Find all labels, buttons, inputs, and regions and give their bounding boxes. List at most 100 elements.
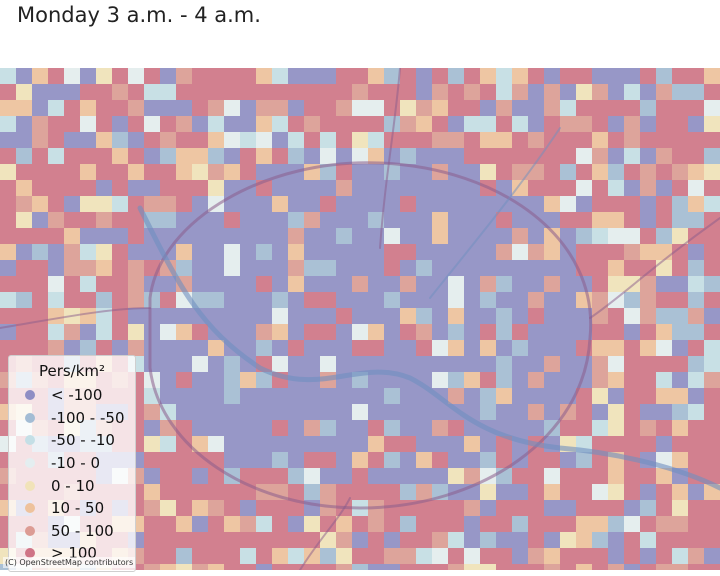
grid-cell [304, 324, 320, 340]
grid-cell [416, 468, 432, 484]
grid-cell [672, 244, 688, 260]
grid-cell [240, 164, 256, 180]
grid-cell [208, 228, 224, 244]
map-attribution[interactable]: (C) OpenStreetMap contributors [3, 557, 136, 568]
grid-cell [624, 420, 640, 436]
grid-cell [464, 84, 480, 100]
grid-cell [448, 500, 464, 516]
grid-cell [560, 452, 576, 468]
grid-cell [16, 196, 32, 212]
road-network [0, 68, 720, 570]
grid-cell [320, 292, 336, 308]
grid-cell [368, 100, 384, 116]
grid-cell [496, 276, 512, 292]
grid-cell [672, 148, 688, 164]
grid-cell [112, 340, 128, 356]
grid-cell [160, 212, 176, 228]
grid-cell [384, 228, 400, 244]
grid-cell [272, 308, 288, 324]
legend-swatch [25, 390, 35, 401]
map-view[interactable] [0, 68, 720, 570]
grid-cell [160, 148, 176, 164]
grid-cell [368, 372, 384, 388]
grid-cell [640, 84, 656, 100]
grid-cell [432, 548, 448, 564]
grid-cell [224, 372, 240, 388]
grid-cell [400, 516, 416, 532]
grid-cell [496, 148, 512, 164]
grid-cell [480, 388, 496, 404]
grid-cell [176, 484, 192, 500]
grid-cell [640, 500, 656, 516]
grid-cell [160, 276, 176, 292]
grid-cell [320, 100, 336, 116]
grid-cell [672, 196, 688, 212]
grid-cell [400, 260, 416, 276]
grid-cell [400, 292, 416, 308]
grid-cell [304, 132, 320, 148]
grid-cell [704, 212, 720, 228]
grid-cell [688, 180, 704, 196]
grid-cell [144, 180, 160, 196]
grid-cell [704, 228, 720, 244]
grid-cell [0, 196, 16, 212]
grid-cell [320, 244, 336, 260]
grid-cell [0, 116, 16, 132]
grid-cell [688, 420, 704, 436]
grid-cell [272, 260, 288, 276]
grid-cell [656, 372, 672, 388]
grid-cell [320, 196, 336, 212]
grid-cell [0, 148, 16, 164]
grid-cell [448, 308, 464, 324]
grid-cell [560, 164, 576, 180]
grid-cell [432, 244, 448, 260]
grid-cell [336, 340, 352, 356]
grid-cell [544, 68, 560, 84]
grid-cell [272, 68, 288, 84]
grid-cell [512, 484, 528, 500]
grid-cell [544, 356, 560, 372]
grid-cell [512, 260, 528, 276]
grid-cell [240, 116, 256, 132]
grid-cell [480, 340, 496, 356]
grid-cell [16, 308, 32, 324]
grid-cell [128, 260, 144, 276]
grid-cell [368, 260, 384, 276]
grid-cell [672, 212, 688, 228]
grid-cell [384, 180, 400, 196]
grid-cell [320, 484, 336, 500]
grid-cell [160, 164, 176, 180]
grid-cell [0, 180, 16, 196]
grid-cell [224, 516, 240, 532]
grid-cell [608, 548, 624, 564]
grid-cell [592, 436, 608, 452]
grid-cell [448, 516, 464, 532]
grid-cell [432, 116, 448, 132]
grid-cell [640, 356, 656, 372]
grid-cell [624, 164, 640, 180]
grid-cell [592, 564, 608, 570]
grid-cell [416, 116, 432, 132]
grid-cell [528, 308, 544, 324]
grid-cell [80, 164, 96, 180]
grid-cell [240, 68, 256, 84]
grid-cell [464, 324, 480, 340]
grid-cell [656, 228, 672, 244]
grid-cell [128, 292, 144, 308]
grid-cell [432, 340, 448, 356]
grid-cell [80, 68, 96, 84]
grid-cell [688, 452, 704, 468]
grid-cell [400, 244, 416, 260]
grid-cell [512, 356, 528, 372]
grid-cell [208, 132, 224, 148]
grid-cell [592, 548, 608, 564]
grid-cell [32, 212, 48, 228]
grid-cell [80, 196, 96, 212]
grid-cell [208, 468, 224, 484]
grid-cell [496, 564, 512, 570]
grid-cell [288, 100, 304, 116]
grid-cell [304, 468, 320, 484]
grid-cell [544, 212, 560, 228]
grid-cell [160, 132, 176, 148]
grid-cell [592, 212, 608, 228]
